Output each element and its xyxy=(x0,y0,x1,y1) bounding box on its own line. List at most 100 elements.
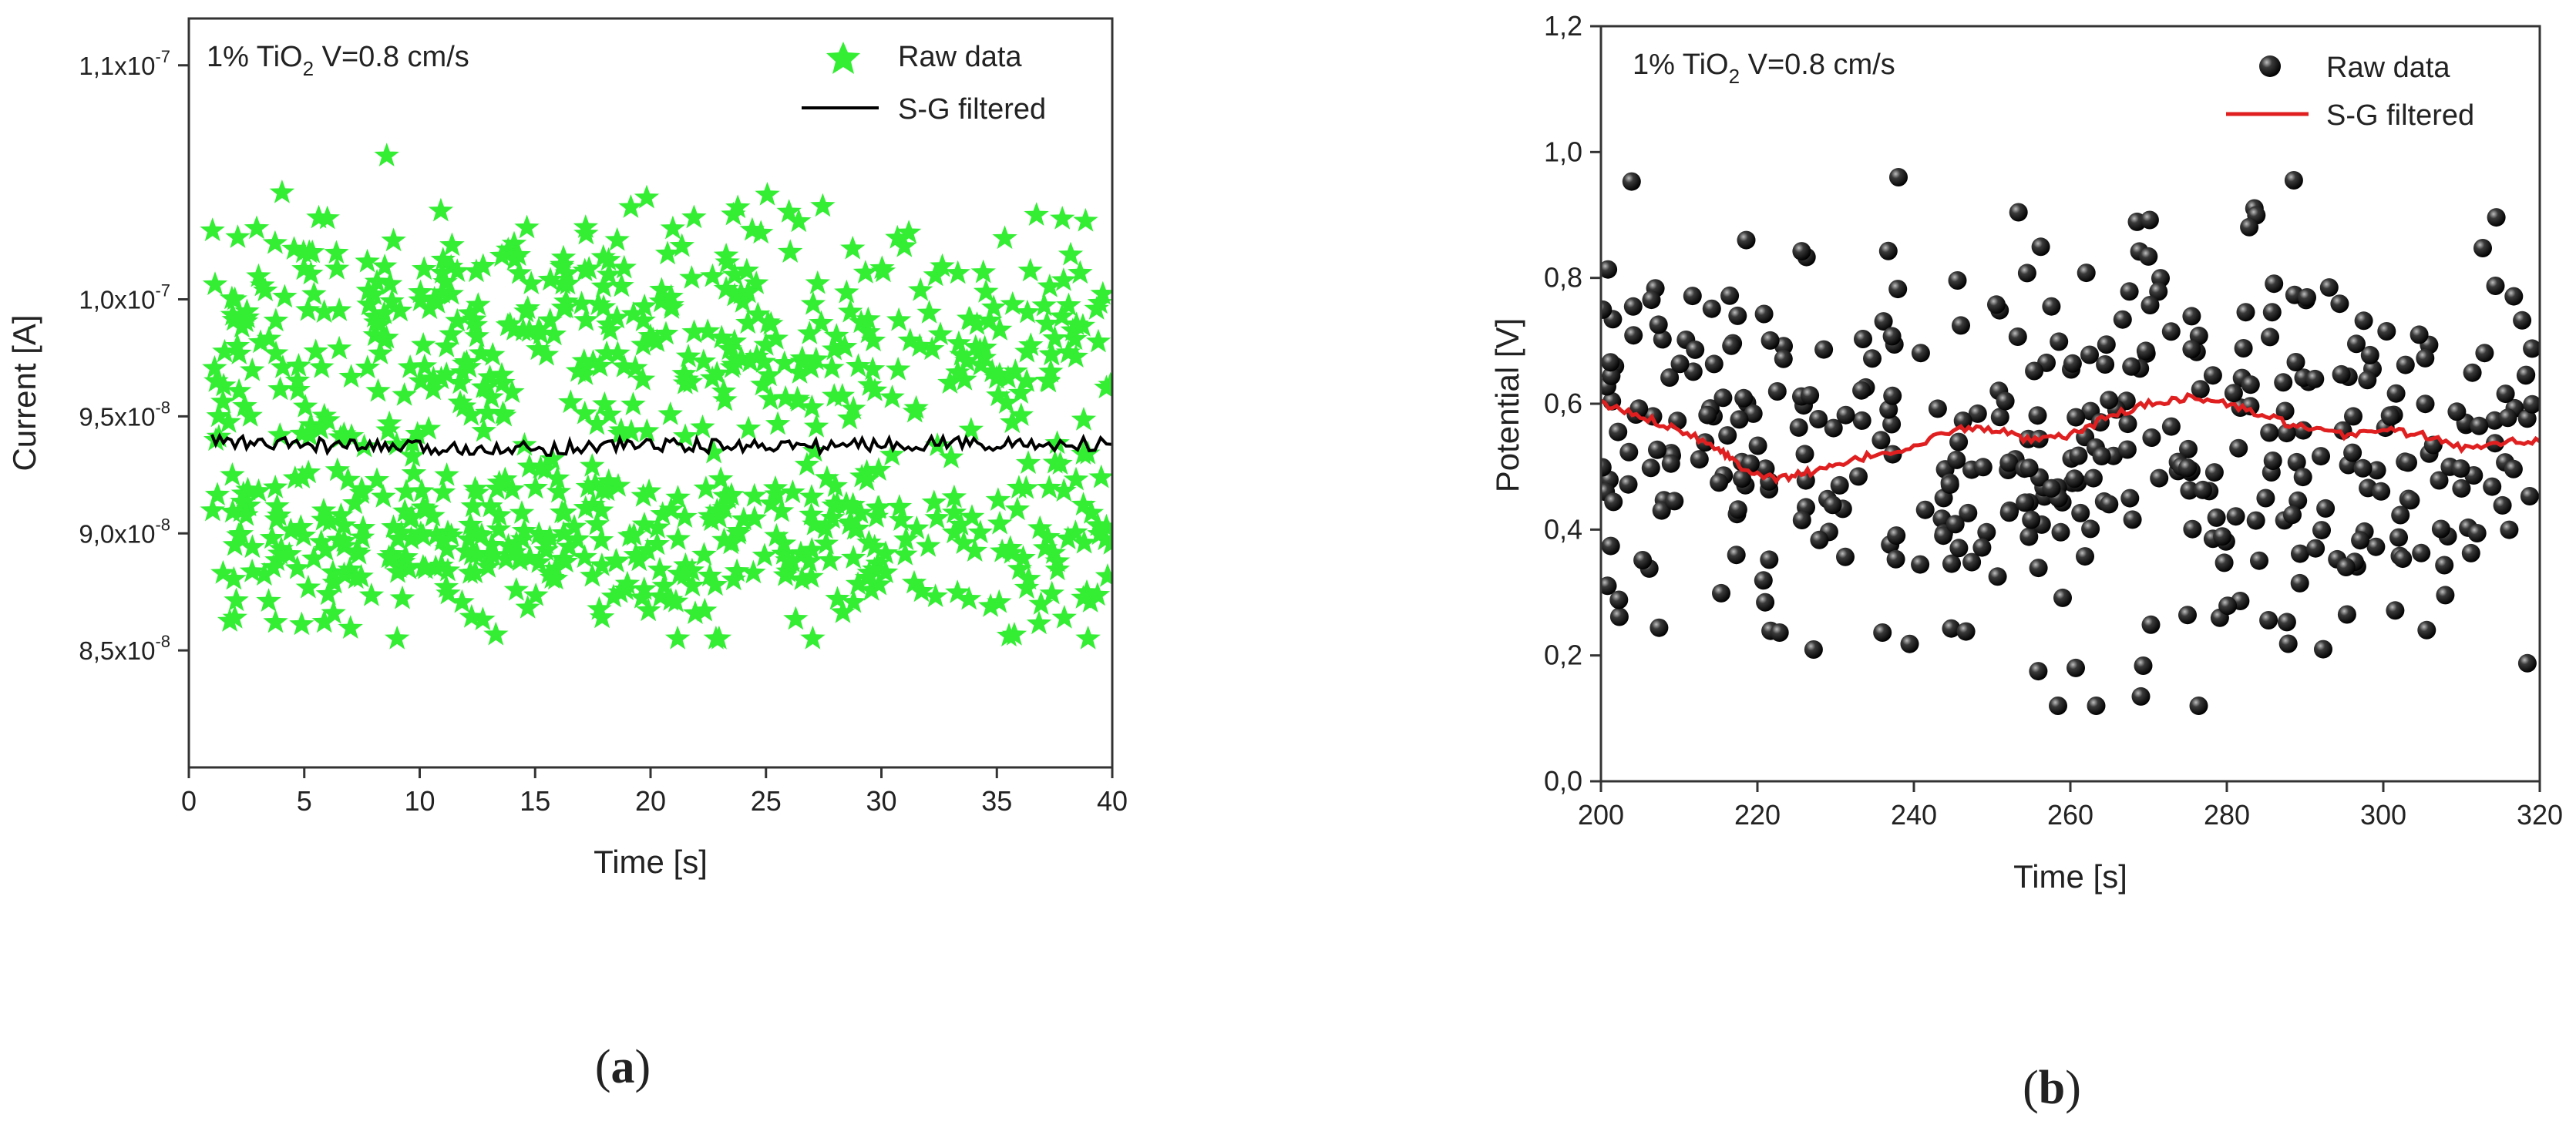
caption-a: (a) xyxy=(595,1041,651,1093)
raw-data-point xyxy=(907,333,933,357)
raw-data-point xyxy=(2042,297,2061,316)
raw-data-point xyxy=(1720,286,1740,305)
raw-data-point xyxy=(2136,341,2155,361)
y-tick-label: 9,5x10-8 xyxy=(79,398,170,431)
raw-data-point xyxy=(1044,556,1070,581)
raw-data-point xyxy=(987,361,1013,386)
raw-data-point xyxy=(1035,368,1061,391)
raw-data-point xyxy=(848,500,873,524)
raw-data-point xyxy=(284,368,311,391)
raw-data-point xyxy=(1055,339,1081,364)
raw-data-point xyxy=(296,459,321,484)
raw-data-point xyxy=(2372,482,2391,501)
raw-data-point xyxy=(1095,563,1112,587)
raw-data-point xyxy=(2523,394,2540,414)
raw-data-point xyxy=(916,533,941,557)
raw-data-point xyxy=(203,427,229,452)
raw-data-point xyxy=(486,469,512,494)
raw-data-point xyxy=(1609,590,1629,609)
raw-data-point xyxy=(533,530,559,555)
raw-data-point xyxy=(502,539,527,563)
raw-data-point xyxy=(859,577,884,601)
raw-data-point xyxy=(591,294,617,318)
annotation-b: 1% TiO2 V=0.8 cm/s xyxy=(1633,49,1895,88)
raw-data-point xyxy=(2288,491,2308,510)
raw-data-point xyxy=(392,382,417,406)
x-tick-label: 260 xyxy=(2047,799,2093,831)
raw-data-point xyxy=(924,505,950,529)
raw-data-point xyxy=(286,353,311,377)
raw-data-point xyxy=(1733,469,1751,488)
raw-data-point xyxy=(206,403,231,428)
raw-data-point xyxy=(904,515,930,539)
raw-data-point xyxy=(948,512,974,536)
raw-data-point xyxy=(2366,537,2386,556)
raw-data-point xyxy=(892,233,917,257)
raw-data-point xyxy=(1795,445,1814,464)
raw-data-point xyxy=(819,354,845,379)
raw-data-point xyxy=(1836,405,1855,425)
raw-data-point xyxy=(2483,477,2502,496)
raw-data-point xyxy=(772,350,797,374)
raw-data-point xyxy=(412,256,437,280)
raw-data-point xyxy=(2240,217,2259,237)
raw-data-point xyxy=(2377,322,2396,341)
raw-data-point xyxy=(2381,407,2400,426)
raw-data-point xyxy=(665,526,691,550)
raw-data-point xyxy=(1949,539,1969,558)
raw-data-point xyxy=(682,600,708,624)
raw-data-point xyxy=(2025,361,2044,381)
raw-data-point xyxy=(2016,493,2035,512)
raw-data-point xyxy=(862,533,887,558)
raw-data-point xyxy=(321,569,347,594)
raw-data-point xyxy=(301,281,327,305)
raw-data-point xyxy=(355,277,381,302)
raw-data-point xyxy=(1085,328,1111,353)
raw-data-point xyxy=(752,542,778,567)
raw-data-point xyxy=(1945,515,1965,534)
raw-data-point xyxy=(764,522,789,547)
raw-data-point xyxy=(630,366,656,391)
raw-data-point xyxy=(543,566,569,590)
raw-data-point xyxy=(512,518,537,542)
raw-data-point xyxy=(210,559,236,584)
raw-data-point xyxy=(1078,589,1103,613)
raw-data-point xyxy=(631,483,656,507)
raw-data-point xyxy=(744,344,769,368)
raw-data-point xyxy=(802,438,827,462)
raw-data-point xyxy=(951,530,977,554)
raw-data-point xyxy=(1048,451,1073,475)
raw-data-point xyxy=(533,341,560,366)
raw-data-point xyxy=(697,562,722,587)
raw-data-point xyxy=(557,534,582,558)
raw-data-point xyxy=(2447,402,2467,421)
raw-data-point xyxy=(2391,505,2410,525)
raw-data-point xyxy=(1601,300,1613,319)
raw-data-point xyxy=(672,370,698,394)
raw-data-point xyxy=(2080,345,2099,364)
raw-data-point xyxy=(799,354,824,379)
raw-data-point xyxy=(725,520,751,545)
raw-data-point xyxy=(618,418,644,443)
raw-data-point xyxy=(2083,468,2103,488)
raw-data-point xyxy=(1642,290,1661,310)
raw-data-point xyxy=(503,577,529,601)
raw-data-point xyxy=(1071,585,1096,609)
raw-data-point xyxy=(789,345,815,370)
raw-data-point xyxy=(1690,450,1709,469)
raw-data-point xyxy=(519,270,544,294)
raw-data-point xyxy=(399,525,424,550)
raw-data-point xyxy=(365,378,391,402)
raw-data-point xyxy=(237,403,263,427)
raw-data-point xyxy=(937,370,963,394)
raw-data-point xyxy=(464,521,490,546)
raw-data-point xyxy=(564,526,590,551)
raw-data-point xyxy=(328,502,354,526)
raw-data-point xyxy=(1071,492,1096,516)
raw-data-point xyxy=(1004,496,1030,521)
y-tick-label: 1,1x10-7 xyxy=(79,47,170,80)
raw-data-point xyxy=(1968,404,1987,423)
y-tick-label: 9,0x10-8 xyxy=(79,515,170,548)
raw-data-point xyxy=(2139,247,2158,266)
raw-data-point xyxy=(471,418,496,442)
